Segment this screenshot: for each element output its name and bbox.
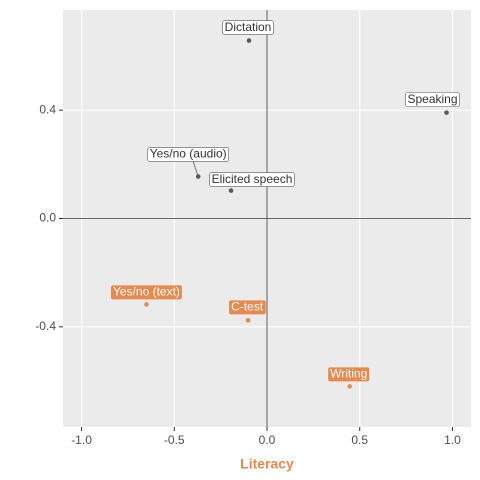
- point-label-text: Elicited speech: [212, 172, 293, 186]
- label-box: [209, 172, 295, 187]
- x-tick-label: 0.5: [351, 433, 368, 447]
- point-label: Dictation: [222, 20, 274, 35]
- point-label: Speaking: [405, 92, 460, 107]
- point-label: Yes/no (audio): [147, 147, 229, 162]
- label-box: [229, 300, 266, 315]
- point-label: Elicited speech: [209, 172, 295, 187]
- label-box: [110, 285, 182, 300]
- y-tick-label: 0.4: [39, 102, 56, 116]
- x-tick-label: -1.0: [71, 433, 92, 447]
- point-label-text: C-test: [231, 299, 264, 313]
- label-box: [222, 20, 274, 35]
- point: [347, 384, 353, 389]
- point: [144, 302, 149, 307]
- x-tick-label: 0.0: [259, 433, 276, 447]
- point-label: Yes/no (text): [110, 285, 182, 300]
- y-tick-label: 0.0: [39, 211, 56, 225]
- point: [245, 318, 251, 323]
- point-label-text: Yes/no (audio): [150, 147, 227, 161]
- point-label: Writing: [328, 367, 370, 382]
- label-box: [405, 92, 460, 107]
- label-box: [147, 147, 229, 162]
- y-tick-label: -0.4: [35, 319, 56, 333]
- label-leader: [192, 161, 199, 177]
- point-label-text: Writing: [330, 367, 367, 381]
- point: [228, 188, 234, 193]
- point: [195, 174, 201, 179]
- x-axis-title: Literacy: [240, 456, 294, 472]
- point-label-text: Speaking: [407, 92, 457, 106]
- label-box: [328, 367, 370, 382]
- point-label-text: Dictation: [225, 20, 272, 34]
- point-label: C-test: [229, 299, 266, 315]
- point-label-text: Yes/no (text): [113, 285, 180, 299]
- point: [444, 110, 449, 115]
- x-tick-label: -0.5: [164, 433, 185, 447]
- x-tick-label: 1.0: [444, 433, 461, 447]
- point: [246, 38, 252, 43]
